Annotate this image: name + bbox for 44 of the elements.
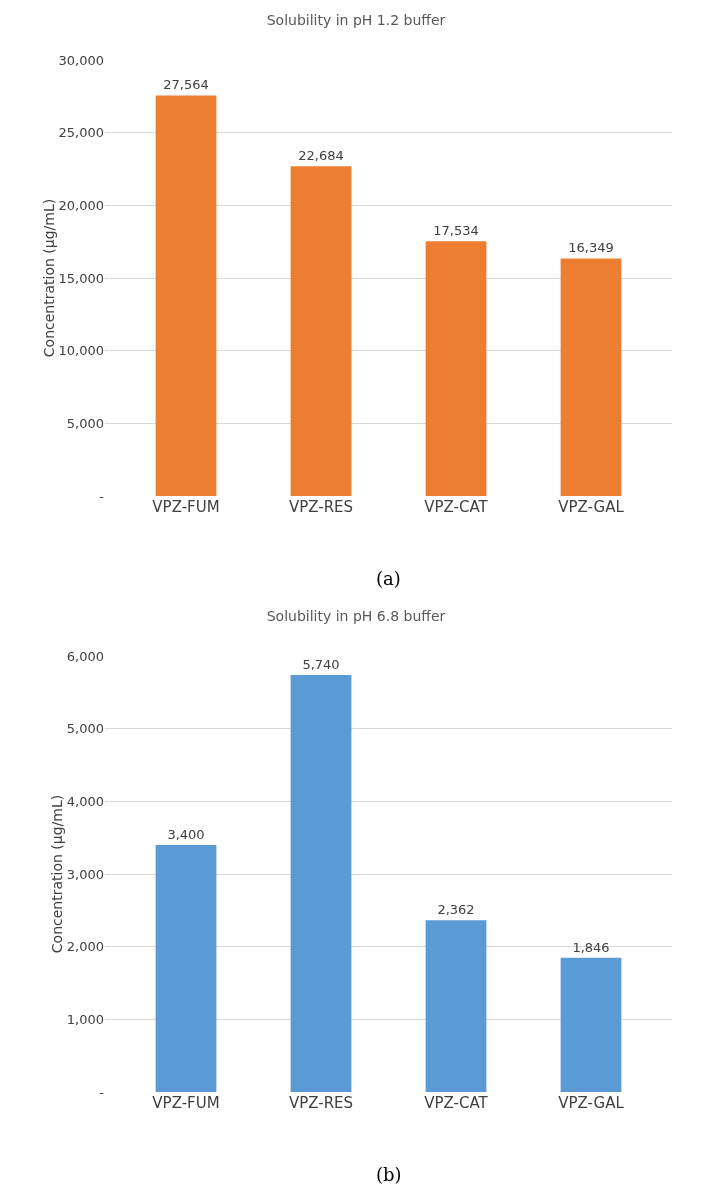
data-label: 27,564 [163,77,209,93]
y-tick-label: 1,000 [66,1011,104,1027]
data-label: 16,349 [568,240,614,256]
bar [155,95,217,496]
x-tick-label: VPZ-RES [288,498,354,516]
text: (a) [376,568,401,589]
data-label: 22,684 [298,148,344,164]
x-tick-label: VPZ-GAL [558,498,625,516]
data-label: 5,740 [302,656,340,672]
y-axis-title: Concentration (µg/mL) [48,794,65,954]
chart-title: Solubility in pH 6.8 buffer [266,607,446,624]
data-label: 2,362 [437,902,475,918]
y-axis-title: Concentration (µg/mL) [40,198,57,358]
y-tick-label: 20,000 [58,197,104,213]
x-tick-label: VPZ-CAT [424,1094,489,1112]
bar [290,166,352,496]
bar [290,674,352,1092]
bar [560,957,622,1092]
y-tick-label: 3,000 [66,866,104,882]
x-tick-label: VPZ-GAL [558,1094,625,1112]
y-tick-label: 6,000 [66,648,104,664]
y-tick-label: 5,000 [66,721,104,737]
y-tick-label: 15,000 [58,270,104,286]
bar [560,258,622,496]
data-label: 1,846 [572,939,610,955]
y-tick-label: - [99,1084,105,1100]
y-tick-label: 10,000 [58,343,104,359]
y-tick-label: 30,000 [58,52,104,68]
data-label: 17,534 [433,223,479,239]
x-tick-label: VPZ-RES [288,1094,354,1112]
chart-title: Solubility in pH 1.2 buffer [266,11,446,28]
y-tick-label: 25,000 [58,125,104,141]
bar [425,241,487,496]
x-tick-label: VPZ-FUM [152,498,220,516]
x-tick-label: VPZ-FUM [152,1094,220,1112]
data-label: 3,400 [167,826,205,842]
y-tick-label: 5,000 [66,415,104,431]
y-tick-label: 2,000 [66,939,104,955]
x-tick-label: VPZ-CAT [424,498,489,516]
bar [425,920,487,1092]
bar [155,844,217,1092]
y-tick-label: 4,000 [66,793,104,809]
y-tick-label: - [99,488,105,504]
text: (b) [376,1164,402,1185]
